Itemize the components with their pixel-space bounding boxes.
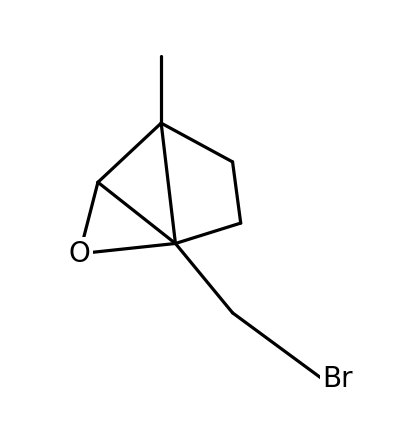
Text: O: O <box>69 240 91 268</box>
Text: Br: Br <box>322 365 353 393</box>
